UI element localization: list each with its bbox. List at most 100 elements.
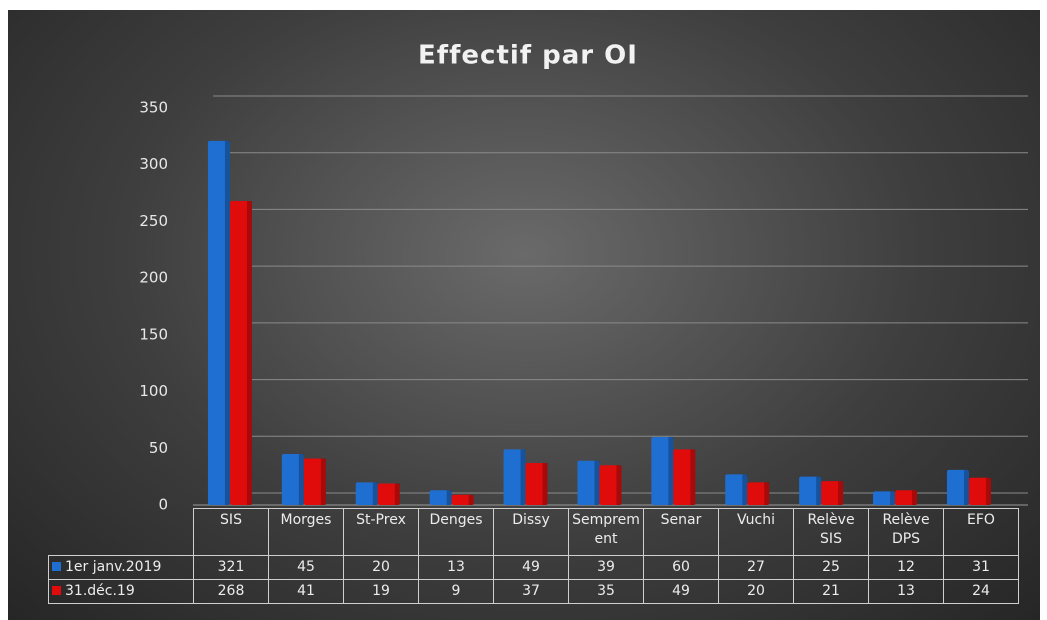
table-value: 13: [868, 579, 944, 604]
bar: [577, 460, 600, 505]
table-value: 25: [793, 555, 869, 580]
bar-shade: [594, 460, 600, 505]
table-value: 321: [193, 555, 269, 580]
bar-shade: [690, 449, 696, 505]
y-tick-label: 200: [139, 269, 168, 287]
bar: [725, 474, 748, 505]
y-tick-label: 50: [149, 439, 168, 457]
table-value: 19: [343, 579, 419, 604]
legend-label: 1er janv.2019: [65, 559, 162, 575]
table-value: 39: [568, 555, 644, 580]
bar: [821, 481, 844, 505]
bar: [651, 436, 674, 505]
table-value: 37: [493, 579, 569, 604]
x-tick-label: EFO: [943, 508, 1019, 556]
bar-shade: [668, 436, 674, 505]
legend-label: 31.déc.19: [65, 583, 135, 599]
x-tick-label: Dissy: [493, 508, 569, 556]
bar: [599, 465, 622, 505]
bar-shade: [616, 465, 622, 505]
bar-shade: [224, 140, 230, 505]
bar-shade: [764, 482, 770, 505]
bar: [525, 463, 548, 505]
chart: Effectif par OI 0 50 100 150 200 250 300 350: [139, 41, 1028, 514]
table-row: 31.déc.19 268 41 19 9 37 35 49 20 21 13 24: [48, 579, 1019, 604]
bar: [451, 494, 474, 505]
x-tick-label: Relève SIS: [793, 508, 869, 556]
table-value: 60: [643, 555, 719, 580]
table-row: 1er janv.2019 321 45 20 13 49 39 60 27 25 12 31: [48, 555, 1019, 580]
y-tick-label: 150: [139, 325, 168, 343]
bar-shade: [298, 453, 304, 505]
x-tick-label: SIS: [193, 508, 269, 556]
bar-shade: [912, 490, 918, 505]
bar: [946, 469, 969, 505]
table-corner: [48, 508, 194, 556]
table-value: 31: [943, 555, 1019, 580]
table-value: 35: [568, 579, 644, 604]
bar: [895, 490, 918, 505]
y-tick-label: 250: [139, 212, 168, 230]
table-value: 20: [343, 555, 419, 580]
bar-shade: [446, 490, 452, 505]
y-tick-label: 300: [139, 155, 168, 173]
y-tick-label: 0: [158, 496, 168, 514]
legend-entry: 31.déc.19: [48, 579, 194, 604]
table-value: 27: [718, 555, 794, 580]
bar-shade: [816, 476, 822, 505]
table-value: 20: [718, 579, 794, 604]
table-header: SIS Morges St-Prex Denges Dissy Semprement Sen…: [48, 508, 1019, 556]
table-value: 41: [268, 579, 344, 604]
bar-shade: [468, 494, 474, 505]
x-tick-label: Senar: [643, 508, 719, 556]
bar-shade: [246, 201, 252, 506]
bar: [673, 449, 696, 505]
table-value: 13: [418, 555, 494, 580]
legend-swatch: [52, 562, 61, 571]
table-value: 12: [868, 555, 944, 580]
bar-shade: [520, 449, 526, 505]
x-tick-label: Denges: [418, 508, 494, 556]
x-tick-label: Relève DPS: [868, 508, 944, 556]
bar: [747, 482, 770, 505]
y-tick-label: 350: [139, 99, 168, 117]
bar: [303, 458, 326, 505]
data-table: SIS Morges St-Prex Denges Dissy Semprement Sen…: [48, 508, 1019, 604]
bar-shade: [542, 463, 548, 505]
bar: [229, 201, 252, 506]
table-value: 21: [793, 579, 869, 604]
bar-shade: [742, 474, 748, 505]
bar: [799, 476, 822, 505]
y-tick-label: 100: [139, 382, 168, 400]
chart-title: Effectif par OI: [418, 41, 638, 71]
table-value: 24: [943, 579, 1019, 604]
table-value: 268: [193, 579, 269, 604]
bar-shade: [394, 483, 400, 505]
table-value: 45: [268, 555, 344, 580]
bar: [873, 491, 896, 505]
bar: [355, 482, 378, 505]
bar-shade: [985, 477, 991, 505]
bar: [281, 453, 304, 505]
bar: [503, 449, 526, 505]
x-tick-label: Morges: [268, 508, 344, 556]
table-value: 49: [643, 579, 719, 604]
bar-shade: [320, 458, 326, 505]
bar: [968, 477, 991, 505]
bar-shade: [372, 482, 378, 505]
chart-area: Effectif par OI 0 50 100 150 200 250 300 350 SI…: [8, 10, 1040, 620]
x-tick-label: Vuchi: [718, 508, 794, 556]
bar: [207, 140, 230, 505]
table-value: 49: [493, 555, 569, 580]
legend-swatch: [52, 586, 61, 595]
table-value: 9: [418, 579, 494, 604]
bar: [429, 490, 452, 505]
x-tick-label: Semprement: [568, 508, 644, 556]
bar-shade: [890, 491, 896, 505]
x-tick-label: St-Prex: [343, 508, 419, 556]
legend-entry: 1er janv.2019: [48, 555, 194, 580]
bar-shade: [963, 469, 969, 505]
bar: [377, 483, 400, 505]
bar-shade: [838, 481, 844, 505]
